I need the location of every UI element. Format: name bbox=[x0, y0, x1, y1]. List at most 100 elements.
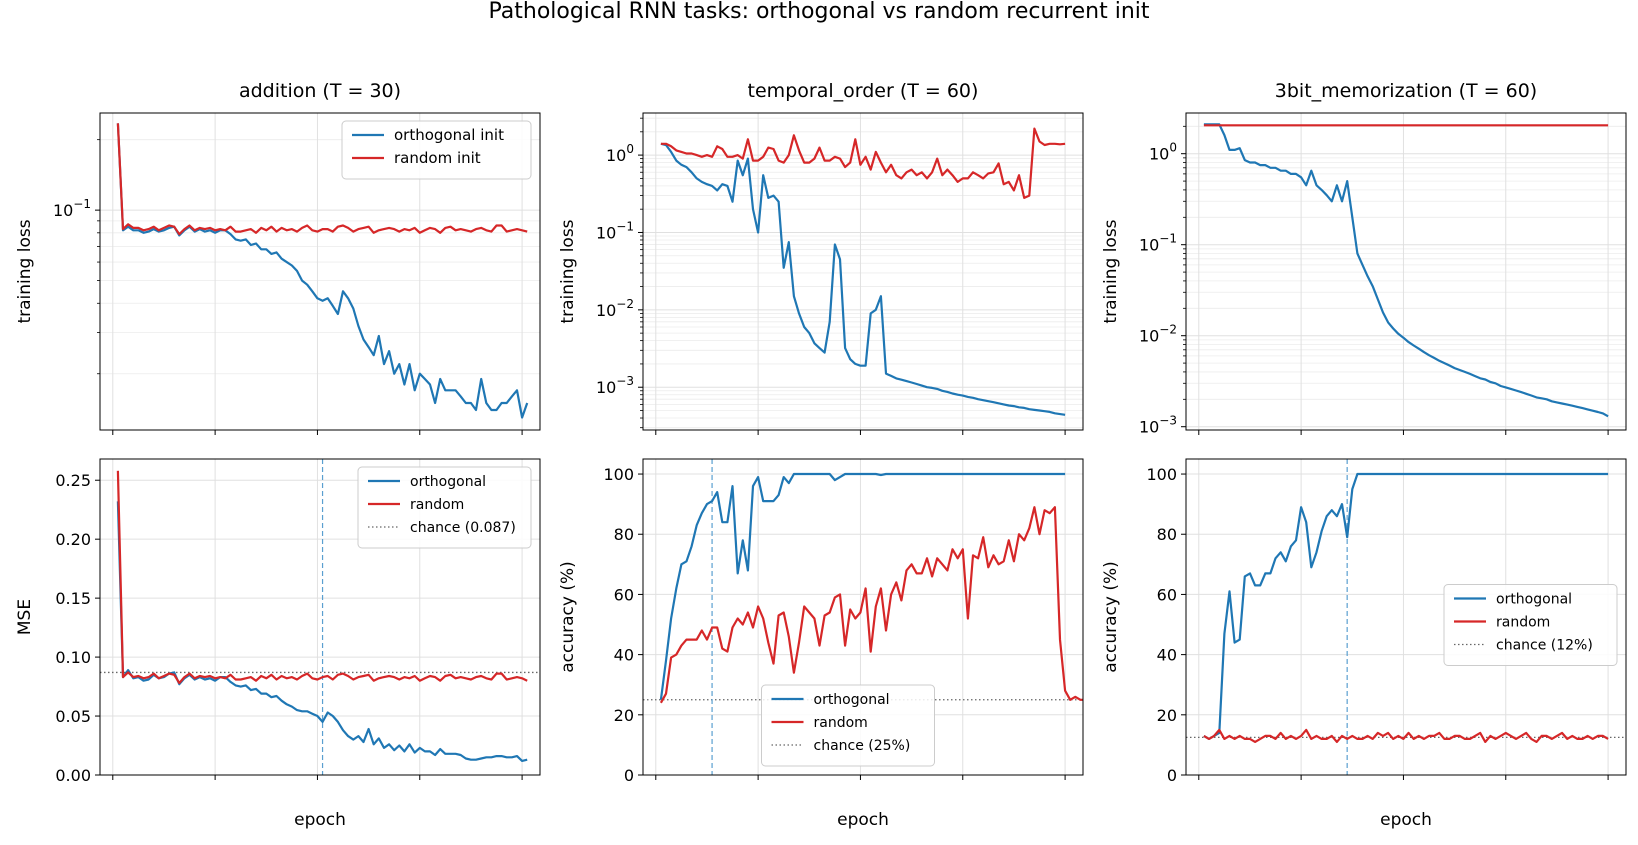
figure-title: Pathological RNN tasks: orthogonal vs ra… bbox=[488, 0, 1149, 24]
x-axis-label: epoch bbox=[837, 810, 889, 830]
y-tick-label: 40 bbox=[614, 646, 634, 665]
y-tick-label: 60 bbox=[1157, 585, 1177, 604]
legend-box bbox=[357, 466, 532, 549]
y-tick-label: 80 bbox=[1157, 525, 1177, 544]
y-tick-exponent: −2 bbox=[616, 297, 634, 311]
legend-box bbox=[761, 684, 935, 767]
legend-label: orthogonal bbox=[1496, 592, 1572, 608]
y-tick-base: 10 bbox=[1149, 145, 1169, 164]
y-tick-base: 10 bbox=[596, 378, 616, 397]
series-group bbox=[116, 123, 529, 419]
legend: orthogonal init random init bbox=[341, 120, 532, 180]
y-tick-label: 0.20 bbox=[55, 530, 91, 549]
legend-label: orthogonal bbox=[814, 692, 890, 708]
plot-frame bbox=[642, 112, 1084, 431]
legend-label: chance (25%) bbox=[814, 738, 911, 754]
y-tick-label: 80 bbox=[614, 525, 634, 544]
y-tick-label: 0.15 bbox=[55, 589, 91, 608]
y-tick-label: 10−1 bbox=[1139, 232, 1177, 255]
y-tick-label: 0.00 bbox=[55, 766, 91, 785]
chart-addition-metric: 0.00 0.05 0.10 0.15 0.20 0.25 MSE epoch orthogon… bbox=[15, 458, 541, 830]
y-tick-exponent: 0 bbox=[1169, 141, 1177, 155]
y-tick-label: 100 bbox=[603, 465, 634, 484]
y-tick-exponent: 0 bbox=[626, 142, 634, 156]
legend-box bbox=[341, 120, 532, 180]
y-tick-label: 60 bbox=[614, 585, 634, 604]
panel-title: temporal_order (T = 60) bbox=[748, 80, 979, 102]
series-line-orthogonal bbox=[659, 472, 1066, 700]
series-line-random bbox=[116, 470, 528, 685]
y-tick-label: 0 bbox=[1167, 766, 1177, 785]
series-group bbox=[1203, 123, 1609, 418]
y-tick-label: 20 bbox=[614, 706, 634, 725]
y-axis-label: training loss bbox=[558, 219, 578, 323]
series-line-random bbox=[116, 123, 528, 236]
y-tick-label: 10−3 bbox=[596, 374, 634, 397]
y-tick-exponent: −1 bbox=[73, 197, 91, 211]
legend-box bbox=[1443, 584, 1618, 666]
y-tick-base: 10 bbox=[1139, 236, 1159, 255]
chart-addition-loss: 10−1 addition (T = 30) training loss orthog… bbox=[15, 80, 541, 435]
panel-title: addition (T = 30) bbox=[239, 80, 401, 102]
y-tick-label: 0.10 bbox=[55, 648, 91, 667]
y-tick-exponent: −3 bbox=[616, 374, 634, 388]
series-group bbox=[116, 470, 528, 763]
y-tick-label: 20 bbox=[1157, 706, 1177, 725]
series-line-random bbox=[659, 506, 1083, 704]
y-tick-exponent: −3 bbox=[1159, 414, 1177, 428]
y-tick-label: 100 bbox=[606, 142, 634, 165]
legend-label: orthogonal init bbox=[394, 126, 504, 144]
chart-memorization-metric: 0 20 40 60 80 100 accuracy (%) epoch orthogonal r… bbox=[1101, 458, 1627, 830]
series-line-random bbox=[660, 127, 1066, 199]
legend-label: orthogonal bbox=[410, 474, 486, 490]
series-group bbox=[659, 472, 1083, 704]
y-tick-exponent: −1 bbox=[616, 219, 634, 233]
y-tick-label: 10−2 bbox=[1139, 323, 1177, 346]
series-line-orthogonal bbox=[1203, 123, 1609, 418]
x-axis-label: epoch bbox=[294, 810, 346, 830]
y-tick-label: 10−1 bbox=[53, 197, 91, 220]
legend: orthogonal random chance (0.087) bbox=[357, 466, 532, 549]
plot-frame bbox=[1185, 112, 1627, 431]
legend-label: random init bbox=[394, 149, 481, 167]
series-line-orthogonal bbox=[660, 142, 1066, 416]
y-axis-label: training loss bbox=[1101, 219, 1121, 323]
plot-frame bbox=[1185, 458, 1627, 776]
y-tick-exponent: −2 bbox=[1159, 323, 1177, 337]
panel-title: 3bit_memorization (T = 60) bbox=[1275, 80, 1537, 102]
y-axis-label: MSE bbox=[15, 599, 35, 635]
series-group bbox=[1203, 472, 1609, 744]
plot-frame bbox=[99, 112, 541, 431]
y-tick-label: 40 bbox=[1157, 646, 1177, 665]
y-tick-base: 10 bbox=[606, 146, 626, 165]
legend-label: random bbox=[1496, 615, 1550, 631]
x-axis-label: epoch bbox=[1380, 810, 1432, 830]
y-tick-base: 10 bbox=[1139, 418, 1159, 437]
legend: orthogonal random chance (12%) bbox=[1443, 584, 1618, 666]
legend: orthogonal random chance (25%) bbox=[761, 684, 935, 767]
series-line-random bbox=[1203, 728, 1609, 744]
y-tick-label: 10−3 bbox=[1139, 414, 1177, 437]
y-tick-exponent: −1 bbox=[1159, 232, 1177, 246]
y-tick-base: 10 bbox=[596, 223, 616, 242]
legend-label: random bbox=[814, 715, 868, 731]
y-tick-base: 10 bbox=[53, 201, 73, 220]
series-line-orthogonal bbox=[1203, 472, 1609, 741]
y-tick-base: 10 bbox=[1139, 327, 1159, 346]
plot-frame bbox=[642, 458, 1084, 776]
y-tick-label: 100 bbox=[1149, 141, 1177, 164]
y-axis-label: training loss bbox=[15, 219, 35, 323]
legend-label: random bbox=[410, 497, 464, 513]
y-axis-label: accuracy (%) bbox=[1101, 561, 1121, 673]
y-tick-label: 0 bbox=[624, 766, 634, 785]
y-tick-label: 10−1 bbox=[596, 219, 634, 242]
chart-temporal-metric: 0 20 40 60 80 100 accuracy (%) epoch orthogonal r… bbox=[558, 458, 1084, 830]
y-axis-label: accuracy (%) bbox=[558, 561, 578, 673]
plot-frame bbox=[99, 458, 541, 776]
y-tick-label: 0.05 bbox=[55, 707, 91, 726]
legend-label: chance (0.087) bbox=[410, 520, 516, 536]
y-tick-base: 10 bbox=[596, 301, 616, 320]
